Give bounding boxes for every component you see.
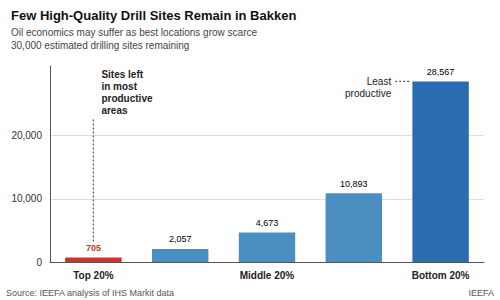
svg-text:Middle 20%: Middle 20% [240,270,295,281]
svg-text:Bottom 20%: Bottom 20% [412,270,470,281]
svg-text:28,567: 28,567 [427,67,455,77]
svg-text:productive: productive [101,93,153,104]
svg-text:Oil economics may suffer as be: Oil economics may suffer as best locatio… [11,27,257,38]
svg-text:productive: productive [345,88,392,99]
svg-text:0: 0 [36,257,42,268]
svg-text:30,000 estimated drilling site: 30,000 estimated drilling sites remainin… [11,40,189,51]
svg-text:Source: IEEFA analysis of IHS: Source: IEEFA analysis of IHS Markit dat… [6,288,174,298]
svg-text:Few High-Quality Drill Sites R: Few High-Quality Drill Sites Remain in B… [11,8,296,23]
svg-text:areas: areas [101,105,128,116]
svg-text:IEEFA: IEEFA [468,288,494,298]
svg-text:Sites left: Sites left [101,69,143,80]
svg-text:Least: Least [367,76,392,87]
svg-text:Top 20%: Top 20% [73,270,113,281]
svg-text:10,893: 10,893 [340,179,368,189]
svg-text:4,673: 4,673 [256,218,279,228]
svg-text:20,000: 20,000 [11,130,42,141]
svg-text:10,000: 10,000 [11,193,42,204]
svg-text:in most: in most [101,81,137,92]
svg-text:705: 705 [86,243,101,253]
svg-text:2,057: 2,057 [169,234,192,244]
